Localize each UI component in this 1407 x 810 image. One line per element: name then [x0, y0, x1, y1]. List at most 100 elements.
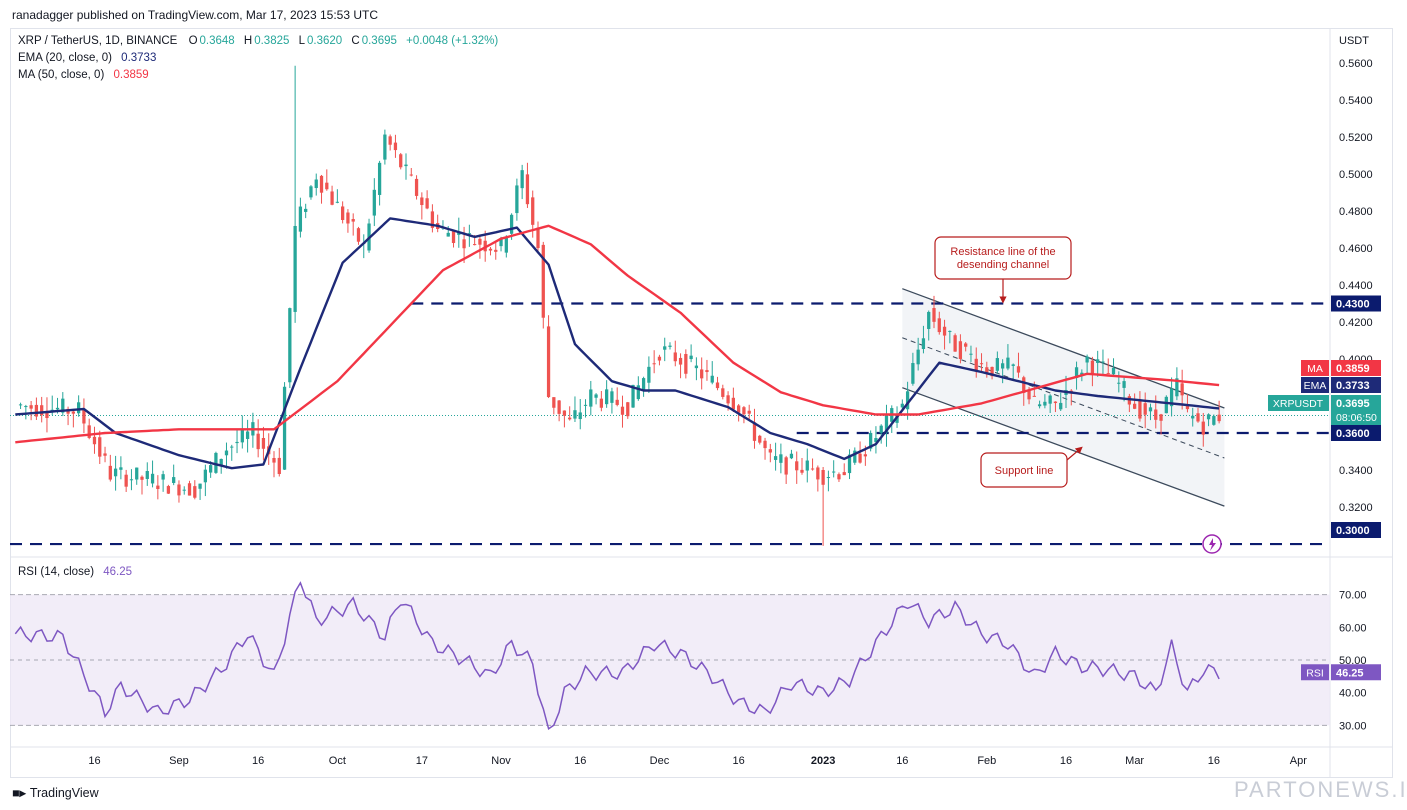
- time-tick-label: 16: [574, 755, 586, 767]
- candle-body: [1143, 403, 1147, 415]
- ma-line: [15, 224, 1220, 444]
- candle-body: [87, 425, 91, 438]
- candle-body: [256, 433, 260, 450]
- candle-body: [55, 407, 60, 410]
- tradingview-logo[interactable]: ■▸ TradingView: [12, 785, 99, 800]
- candle-body: [288, 308, 292, 383]
- candle-body: [214, 452, 218, 473]
- candle-body: [172, 477, 176, 483]
- candle-body: [1037, 404, 1042, 407]
- candle-body: [758, 435, 762, 443]
- candle-body: [1217, 414, 1221, 422]
- candle-body: [795, 461, 799, 471]
- candle-body: [1032, 395, 1036, 397]
- rsi-line: [14, 581, 1220, 731]
- lightning-icon[interactable]: [1202, 534, 1222, 554]
- candle-body: [1117, 382, 1121, 384]
- candle-body: [789, 453, 794, 459]
- candle-body: [1059, 402, 1063, 410]
- candle-body: [177, 484, 181, 496]
- candle-body: [346, 212, 350, 224]
- candle-body: [1191, 415, 1195, 419]
- ema-label: EMA (20, close, 0): [18, 52, 112, 64]
- candle-body: [298, 206, 303, 232]
- candle-body: [911, 363, 915, 384]
- svg-text:0.4300: 0.4300: [1336, 299, 1370, 311]
- price-tick-label: 0.5600: [1339, 58, 1373, 70]
- candle-body: [1090, 360, 1095, 374]
- candle-body: [29, 405, 33, 409]
- candle-body: [726, 395, 730, 404]
- svg-text:08:06:50: 08:06:50: [1336, 412, 1377, 424]
- candle-body: [335, 201, 339, 203]
- candle-body: [488, 248, 493, 251]
- candle-body: [71, 411, 75, 414]
- candle-body: [969, 353, 973, 355]
- candle-body: [742, 407, 746, 415]
- candle-body: [18, 404, 23, 406]
- candle-body: [705, 370, 709, 373]
- candle-body: [103, 453, 107, 456]
- channel-middle-line: [902, 337, 1225, 459]
- candle-body: [462, 239, 466, 249]
- open-label: O: [188, 35, 198, 47]
- candle-body: [1164, 396, 1168, 414]
- ema-legend[interactable]: EMA (20, close, 0) 0.3733: [18, 52, 156, 64]
- rsi-legend[interactable]: RSI (14, close) 46.25: [18, 566, 132, 578]
- candle-body: [536, 227, 540, 249]
- candle-body: [615, 399, 619, 405]
- candle-body: [509, 214, 514, 234]
- candle-body: [905, 391, 910, 410]
- candle-body: [541, 244, 545, 318]
- svg-text:0.3859: 0.3859: [1336, 363, 1370, 375]
- candle-body: [974, 358, 978, 371]
- svg-text:0.3733: 0.3733: [1336, 380, 1370, 392]
- candle-body: [784, 457, 788, 475]
- candle-body: [409, 174, 413, 176]
- candle-body: [45, 411, 49, 419]
- candle-body: [805, 460, 809, 471]
- candle-body: [985, 367, 989, 374]
- candle-body: [235, 441, 239, 444]
- candle-body: [731, 397, 735, 410]
- candle-body: [377, 162, 382, 195]
- candle-body: [61, 398, 65, 413]
- candle-body: [979, 363, 984, 365]
- candle-body: [135, 467, 139, 480]
- rsi-pane: [10, 581, 1330, 731]
- support-annotation: Support line: [980, 446, 1083, 488]
- candle-body: [800, 469, 804, 473]
- candle-body: [594, 394, 598, 398]
- rsi-tick-label: 50.00: [1339, 655, 1367, 667]
- svg-text:0.3600: 0.3600: [1336, 428, 1370, 440]
- candles: [18, 65, 1221, 546]
- candle-body: [747, 410, 751, 414]
- channel-upper-line: [902, 288, 1225, 409]
- candle-body: [451, 231, 456, 244]
- candle-body: [927, 311, 931, 329]
- candle-body: [351, 219, 355, 222]
- price-tick-label: 0.5000: [1339, 169, 1373, 181]
- candle-body: [700, 369, 704, 379]
- symbol-legend[interactable]: XRP / TetherUS, 1D, BINANCE O 0.3648 H 0.3…: [18, 35, 498, 47]
- price-tick-label: 0.4800: [1339, 206, 1373, 218]
- candle-body: [589, 389, 593, 407]
- ma-legend[interactable]: MA (50, close, 0) 0.3859: [18, 69, 149, 81]
- candle-body: [853, 450, 857, 463]
- candle-body: [1185, 405, 1190, 410]
- candle-body: [230, 446, 234, 448]
- candle-body: [504, 237, 508, 253]
- svg-text:RSI: RSI: [1306, 667, 1324, 679]
- candle-body: [515, 185, 519, 214]
- candle-body: [108, 465, 112, 480]
- candle-body: [457, 231, 461, 235]
- time-tick-label: Feb: [977, 755, 996, 767]
- resistance-annotation-line1: Resistance line of the: [950, 246, 1055, 258]
- candle-body: [599, 398, 603, 408]
- candle-body: [737, 405, 741, 413]
- candle-body: [430, 211, 435, 228]
- candle-body: [119, 467, 123, 470]
- publisher-info: ranadagger published on TradingView.com,…: [12, 8, 379, 22]
- candle-body: [583, 404, 588, 406]
